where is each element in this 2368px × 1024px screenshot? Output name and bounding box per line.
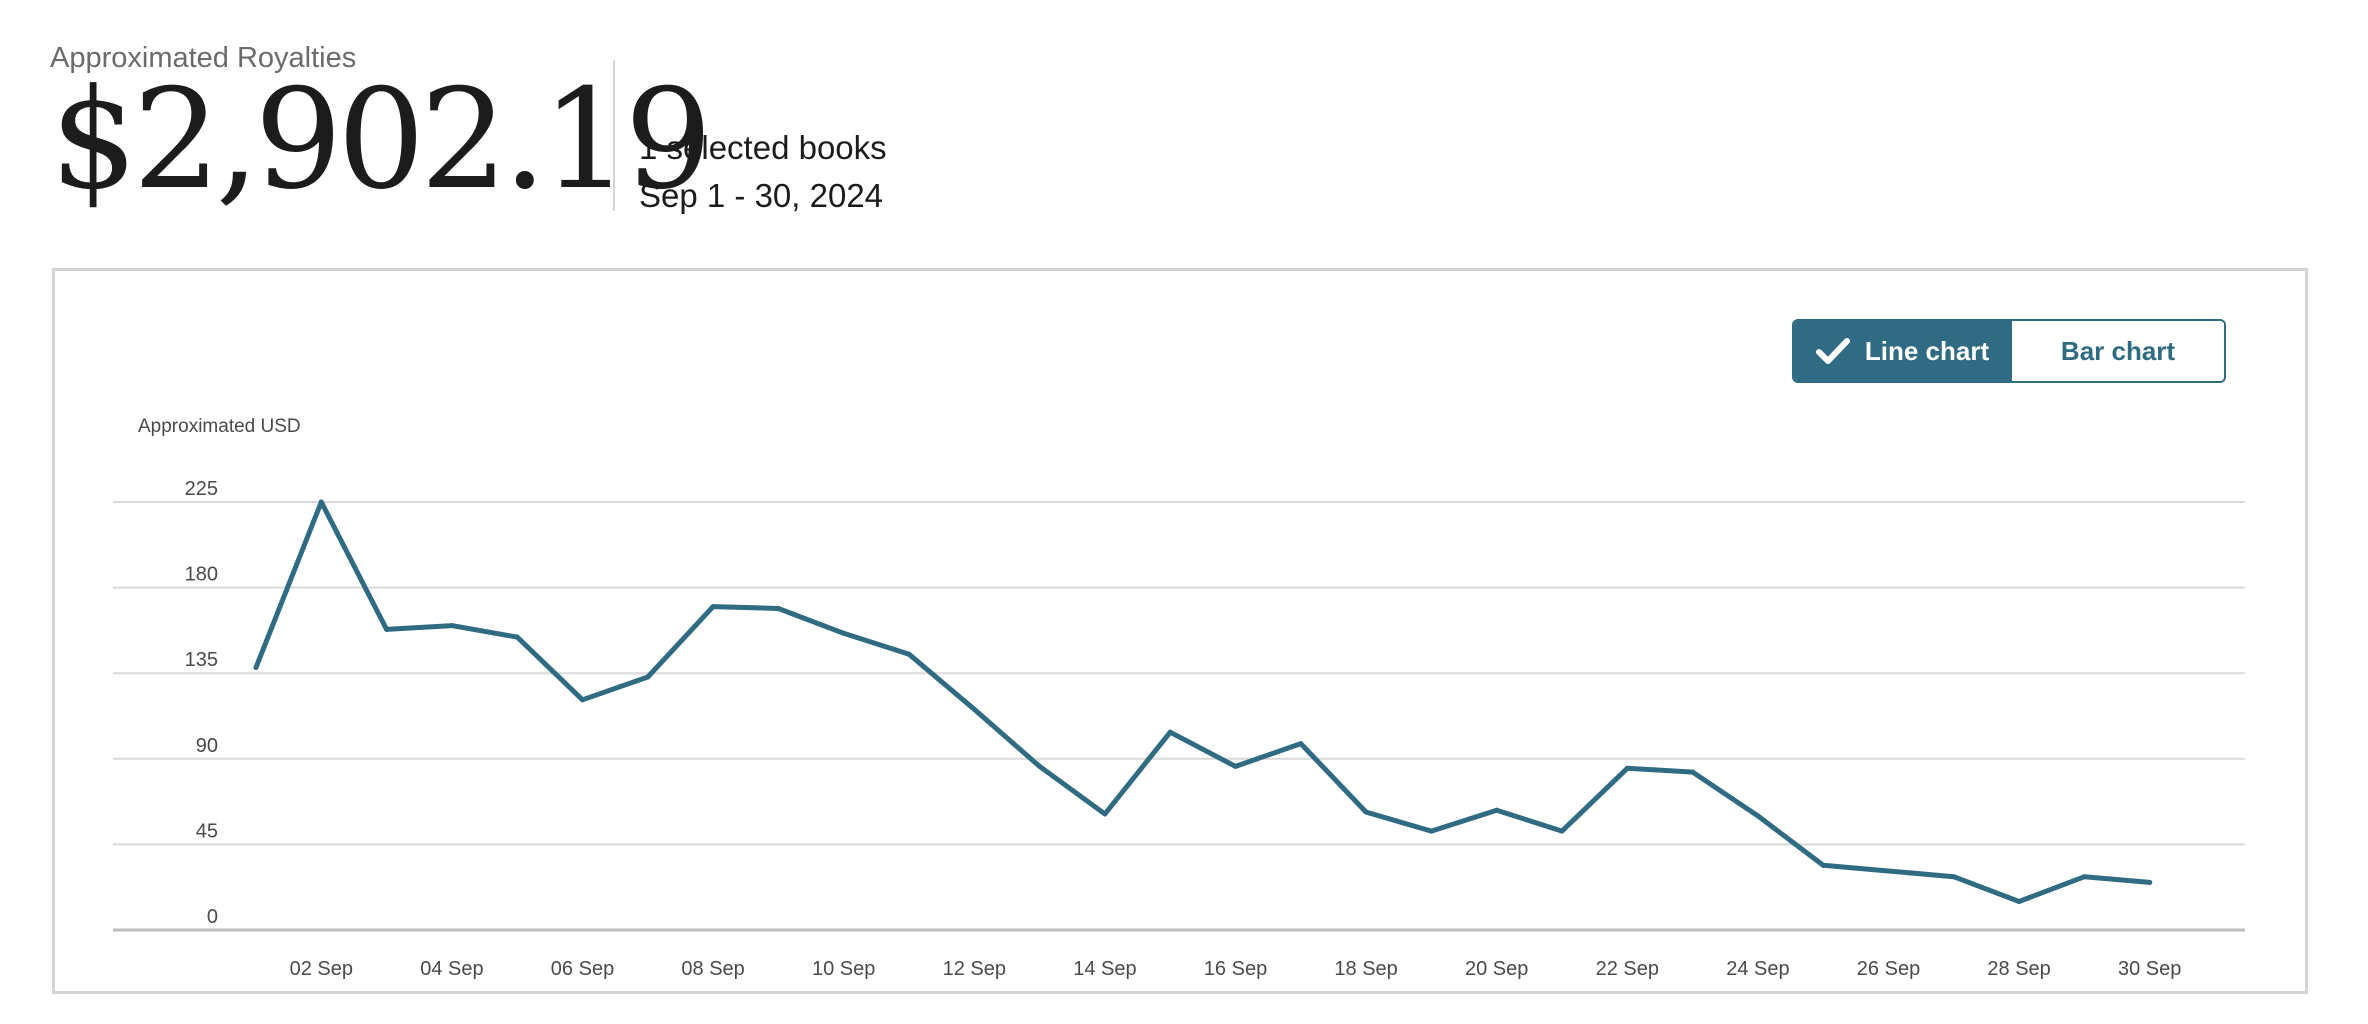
bar-chart-label: Bar chart bbox=[2060, 335, 2176, 366]
data-point bbox=[1037, 763, 1043, 769]
checkmark-icon bbox=[1815, 338, 1850, 364]
data-point bbox=[1167, 729, 1173, 735]
data-point bbox=[2016, 898, 2022, 904]
x-tick-label: 02 Sep bbox=[290, 958, 353, 980]
header-divider bbox=[613, 60, 615, 211]
data-point bbox=[1951, 874, 1957, 880]
x-tick-label: 26 Sep bbox=[1857, 958, 1920, 980]
x-tick-label: 04 Sep bbox=[420, 958, 483, 980]
chart-panel bbox=[52, 268, 2308, 994]
line-chart-label: Line chart bbox=[1864, 335, 1990, 366]
x-tick-label: 20 Sep bbox=[1465, 958, 1528, 980]
series-line bbox=[253, 499, 2153, 904]
data-point bbox=[841, 630, 847, 636]
data-point bbox=[1820, 862, 1826, 868]
x-tick-label: 08 Sep bbox=[681, 958, 744, 980]
data-point bbox=[1755, 813, 1761, 819]
data-point bbox=[514, 634, 520, 640]
y-tick-label: 0 bbox=[207, 906, 218, 928]
data-point bbox=[2081, 874, 2087, 880]
selection-meta: 1 selected books Sep 1 - 30, 2024 bbox=[639, 124, 887, 220]
data-point bbox=[1428, 828, 1434, 834]
data-point bbox=[1886, 868, 1891, 874]
date-range: Sep 1 - 30, 2024 bbox=[639, 177, 884, 214]
x-tick-label: 06 Sep bbox=[551, 958, 614, 980]
x-tick-label: 10 Sep bbox=[812, 958, 875, 980]
selected-books-count: 1 selected books bbox=[639, 129, 887, 166]
x-tick-label: 14 Sep bbox=[1073, 958, 1136, 980]
y-tick-label: 45 bbox=[196, 820, 218, 842]
data-point bbox=[906, 651, 912, 657]
data-point bbox=[710, 604, 716, 610]
y-tick-label: 135 bbox=[185, 649, 218, 671]
data-point bbox=[971, 706, 977, 712]
y-axis-label: Approximated USD bbox=[138, 416, 301, 437]
line-chart-button[interactable]: Line chart bbox=[1794, 321, 2010, 381]
data-point bbox=[1102, 811, 1108, 817]
data-point bbox=[1624, 765, 1630, 771]
data-point bbox=[645, 674, 651, 680]
data-point bbox=[253, 664, 259, 670]
y-tick-label: 90 bbox=[196, 735, 218, 757]
data-point bbox=[580, 697, 585, 703]
x-tick-label: 16 Sep bbox=[1204, 958, 1267, 980]
data-point bbox=[1363, 809, 1369, 815]
data-point bbox=[449, 623, 455, 629]
x-tick-label: 18 Sep bbox=[1334, 958, 1397, 980]
data-point bbox=[2147, 879, 2153, 885]
royalties-label: Approximated Royalties bbox=[50, 42, 357, 74]
royalties-amount: $2,902.19 bbox=[50, 59, 712, 220]
data-point bbox=[1494, 807, 1500, 813]
data-point bbox=[384, 626, 390, 632]
y-tick-label: 180 bbox=[185, 564, 218, 586]
y-tick-label: 225 bbox=[185, 478, 218, 500]
x-tick-label: 22 Sep bbox=[1596, 958, 1659, 980]
x-tick-label: 30 Sep bbox=[2118, 958, 2181, 980]
x-tick-label: 28 Sep bbox=[1987, 958, 2050, 980]
x-tick-label: 12 Sep bbox=[943, 958, 1006, 980]
data-point bbox=[1559, 828, 1565, 834]
data-point bbox=[1690, 769, 1696, 775]
x-tick-label: 24 Sep bbox=[1726, 958, 1789, 980]
bar-chart-button[interactable]: Bar chart bbox=[2010, 321, 2224, 381]
data-point bbox=[775, 606, 781, 612]
data-point bbox=[1233, 763, 1238, 769]
data-point bbox=[1298, 741, 1304, 747]
chart-type-toggle: Line chart Bar chart bbox=[1792, 319, 2226, 383]
data-point bbox=[318, 499, 324, 505]
